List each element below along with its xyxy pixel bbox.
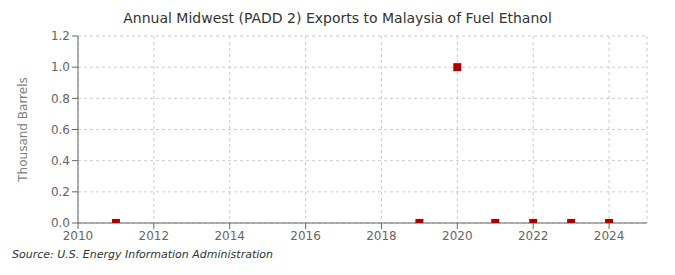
html-text:Source: U.S. Energy Informatio: Source: U.S. Energy Information Administ… xyxy=(12,248,273,261)
svg-text:2024: 2024 xyxy=(594,229,625,243)
svg-text:2010: 2010 xyxy=(63,229,94,243)
svg-text:0.8: 0.8 xyxy=(51,92,70,106)
svg-text:0.6: 0.6 xyxy=(51,123,70,137)
svg-text:0.4: 0.4 xyxy=(51,154,70,168)
svg-text:2012: 2012 xyxy=(139,229,170,243)
svg-text:1.0: 1.0 xyxy=(51,60,70,74)
svg-text:2014: 2014 xyxy=(214,229,245,243)
html-text:Annual Midwest (PADD 2) Export: Annual Midwest (PADD 2) Exports to Malay… xyxy=(123,10,552,26)
svg-text:2016: 2016 xyxy=(290,229,321,243)
svg-text:0.2: 0.2 xyxy=(51,185,70,199)
svg-text:1.2: 1.2 xyxy=(51,29,70,43)
svg-text:2018: 2018 xyxy=(366,229,397,243)
svg-text:2022: 2022 xyxy=(518,229,549,243)
svg-text:Thousand Barrels: Thousand Barrels xyxy=(16,77,30,182)
svg-text:2020: 2020 xyxy=(442,229,473,243)
svg-text:0.0: 0.0 xyxy=(51,216,70,230)
